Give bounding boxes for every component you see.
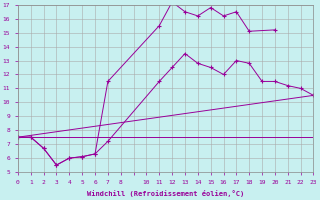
- X-axis label: Windchill (Refroidissement éolien,°C): Windchill (Refroidissement éolien,°C): [87, 190, 244, 197]
